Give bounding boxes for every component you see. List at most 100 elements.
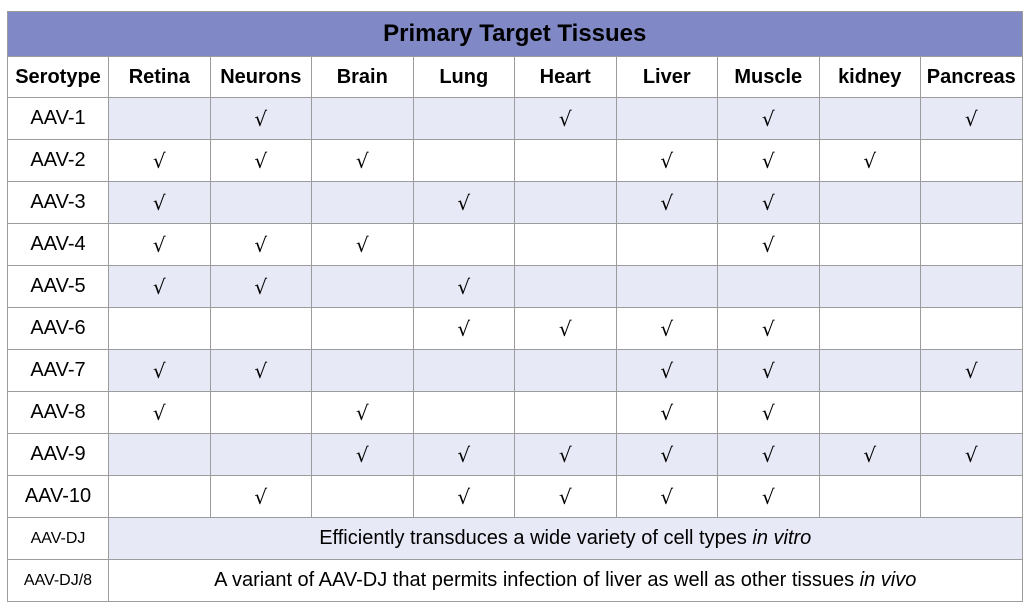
empty-cell <box>818 97 921 140</box>
empty-cell <box>514 391 617 434</box>
check-mark-cell: √ <box>615 139 718 182</box>
check-mark-cell: √ <box>311 391 414 434</box>
check-mark-cell: √ <box>209 97 312 140</box>
empty-cell <box>818 265 921 308</box>
empty-cell <box>412 139 515 182</box>
serotype-cell: AAV-DJ/8 <box>7 559 109 602</box>
table-row: AAV-1 √ √ √ √ <box>7 97 1023 140</box>
serotype-cell: AAV-5 <box>7 265 109 308</box>
empty-cell <box>412 391 515 434</box>
serotype-cell: AAV-9 <box>7 433 109 476</box>
check-mark-cell: √ <box>412 181 515 224</box>
table-body: AAV-1 √ √ √ √ AAV-2 √ √ √ √ √ √ AAV-3 √ √ √ √ AAV-4 √ √ √ √ AA… <box>7 97 1023 518</box>
empty-cell <box>209 181 312 224</box>
empty-cell <box>412 97 515 140</box>
empty-cell <box>818 349 921 392</box>
serotype-cell: AAV-7 <box>7 349 109 392</box>
column-header-liver: Liver <box>615 56 718 98</box>
check-mark-cell: √ <box>108 223 211 266</box>
empty-cell <box>209 433 312 476</box>
empty-cell <box>514 223 617 266</box>
check-mark-cell: √ <box>514 433 617 476</box>
check-mark-cell: √ <box>717 475 820 518</box>
check-mark-cell: √ <box>514 97 617 140</box>
serotype-cell: AAV-8 <box>7 391 109 434</box>
empty-cell <box>209 391 312 434</box>
aav-dj-description: Efficiently transduces a wide variety of… <box>108 517 1023 560</box>
table-row-aav-dj: AAV-DJ Efficiently transduces a wide var… <box>7 517 1023 560</box>
check-mark-cell: √ <box>818 139 921 182</box>
serotype-cell: AAV-3 <box>7 181 109 224</box>
empty-cell <box>920 475 1023 518</box>
empty-cell <box>514 181 617 224</box>
check-mark-cell: √ <box>108 349 211 392</box>
check-mark-cell: √ <box>108 265 211 308</box>
check-mark-cell: √ <box>615 433 718 476</box>
check-mark-cell: √ <box>615 307 718 350</box>
check-mark-cell: √ <box>920 349 1023 392</box>
table-row: AAV-4 √ √ √ √ <box>7 223 1023 266</box>
check-mark-cell: √ <box>209 265 312 308</box>
check-mark-cell: √ <box>514 307 617 350</box>
empty-cell <box>920 139 1023 182</box>
empty-cell <box>412 349 515 392</box>
table-row: AAV-10 √ √ √ √ √ <box>7 475 1023 518</box>
check-mark-cell: √ <box>209 223 312 266</box>
aav-dj-description-italic: in vitro <box>752 527 812 549</box>
empty-cell <box>311 181 414 224</box>
empty-cell <box>311 265 414 308</box>
empty-cell <box>514 139 617 182</box>
column-header-heart: Heart <box>514 56 617 98</box>
empty-cell <box>108 475 211 518</box>
check-mark-cell: √ <box>412 265 515 308</box>
check-mark-cell: √ <box>412 475 515 518</box>
check-mark-cell: √ <box>717 307 820 350</box>
table-row: AAV-8 √ √ √ √ <box>7 391 1023 434</box>
serotype-table-container: Primary Target Tissues Serotype Retina Neu… <box>7 11 1023 602</box>
aav-dj8-description: A variant of AAV-DJ that permits infecti… <box>108 559 1023 602</box>
empty-cell <box>514 349 617 392</box>
empty-cell <box>514 265 617 308</box>
aav-dj8-description-text: A variant of AAV-DJ that permits infecti… <box>214 569 860 591</box>
column-header-kidney: kidney <box>818 56 921 98</box>
check-mark-cell: √ <box>615 181 718 224</box>
empty-cell <box>311 475 414 518</box>
empty-cell <box>311 349 414 392</box>
empty-cell <box>108 433 211 476</box>
column-header-muscle: Muscle <box>717 56 820 98</box>
column-header-retina: Retina <box>108 56 211 98</box>
serotype-cell: AAV-4 <box>7 223 109 266</box>
check-mark-cell: √ <box>209 139 312 182</box>
empty-cell <box>920 307 1023 350</box>
serotype-cell: AAV-2 <box>7 139 109 182</box>
title-row: Primary Target Tissues <box>7 11 1023 57</box>
serotype-cell: AAV-10 <box>7 475 109 518</box>
check-mark-cell: √ <box>615 391 718 434</box>
check-mark-cell: √ <box>615 349 718 392</box>
empty-cell <box>311 97 414 140</box>
check-mark-cell: √ <box>717 139 820 182</box>
check-mark-cell: √ <box>108 139 211 182</box>
check-mark-cell: √ <box>717 391 820 434</box>
empty-cell <box>920 265 1023 308</box>
serotype-tissue-table: Primary Target Tissues Serotype Retina Neu… <box>7 11 1023 602</box>
check-mark-cell: √ <box>412 433 515 476</box>
check-mark-cell: √ <box>311 223 414 266</box>
table-row: AAV-7 √ √ √ √ √ <box>7 349 1023 392</box>
aav-dj8-description-italic: in vivo <box>859 569 917 591</box>
table-row: AAV-5 √ √ √ <box>7 265 1023 308</box>
empty-cell <box>311 307 414 350</box>
serotype-cell: AAV-DJ <box>7 517 109 560</box>
empty-cell <box>615 265 718 308</box>
empty-cell <box>818 475 921 518</box>
table-row: AAV-6 √ √ √ √ <box>7 307 1023 350</box>
column-header-pancreas: Pancreas <box>920 56 1023 98</box>
check-mark-cell: √ <box>311 139 414 182</box>
empty-cell <box>717 265 820 308</box>
table-row-aav-dj8: AAV-DJ/8 A variant of AAV-DJ that permit… <box>7 559 1023 602</box>
check-mark-cell: √ <box>615 475 718 518</box>
check-mark-cell: √ <box>717 97 820 140</box>
table-row: AAV-3 √ √ √ √ <box>7 181 1023 224</box>
serotype-cell: AAV-1 <box>7 97 109 140</box>
check-mark-cell: √ <box>717 223 820 266</box>
